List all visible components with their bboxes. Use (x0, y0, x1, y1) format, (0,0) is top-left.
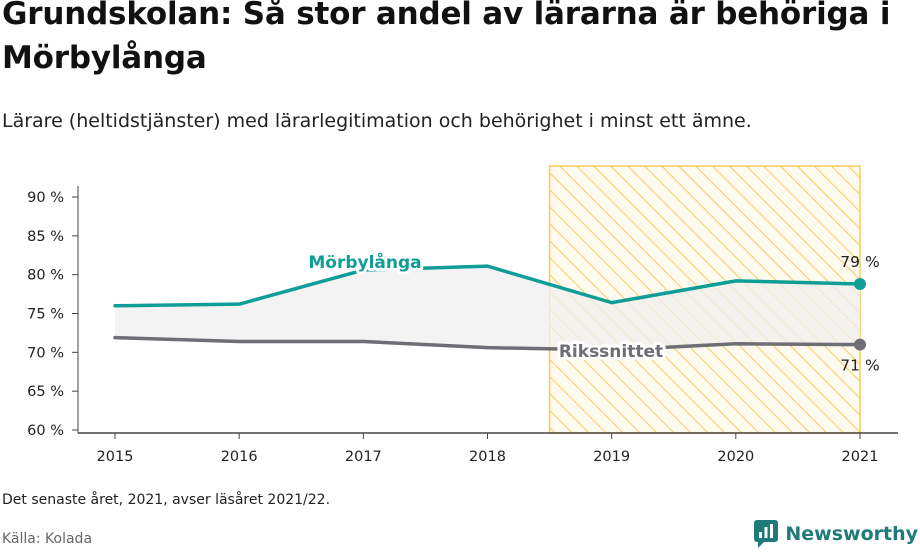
brand-name: Newsworthy (785, 523, 918, 545)
y-tick-label: 60 % (27, 423, 64, 439)
series-end-point (854, 277, 866, 290)
x-tick-label: 2019 (593, 449, 630, 465)
brand-logo: Newsworthy (753, 519, 918, 549)
y-tick-label: 90 % (27, 190, 64, 206)
x-tick-label: 2017 (345, 449, 382, 465)
x-tick-label: 2015 (97, 449, 134, 465)
x-tick-label: 2020 (717, 449, 754, 465)
line-chart: 60 % 65 % 70 % 75 % 80 % 85 % 90 % 2015 2016 2017… (27, 165, 898, 465)
series-line-morbylanga (113, 264, 862, 308)
x-tick-label: 2021 (842, 449, 879, 465)
end-value-label-rikssnittet: 71 % (840, 357, 879, 375)
footnote: Det senaste året, 2021, avser läsåret 20… (2, 492, 331, 508)
series-line-rikssnittet (113, 335, 862, 352)
end-value-label-morbylanga: 79 % (840, 253, 879, 271)
series-label-rikssnittet: Rikssnittet (559, 342, 663, 362)
series-end-point (854, 338, 866, 351)
y-tick-label: 70 % (27, 345, 64, 361)
y-tick-label: 65 % (27, 384, 64, 400)
newsworthy-logo-icon (754, 520, 779, 548)
series-label-morbylanga: Mörbylånga (308, 251, 421, 273)
y-tick-label: 80 % (27, 268, 64, 284)
y-tick-label: 75 % (27, 307, 64, 323)
chart-title: Grundskolan: Så stor andel av lärarna är… (2, 0, 891, 76)
x-tick-label: 2018 (469, 449, 506, 465)
source-note: Källa: Kolada (2, 531, 93, 547)
y-tick-label: 85 % (27, 229, 64, 245)
chart-subtitle: Lärare (heltidstjänster) med lärarlegiti… (2, 110, 752, 132)
x-tick-label: 2016 (221, 449, 258, 465)
